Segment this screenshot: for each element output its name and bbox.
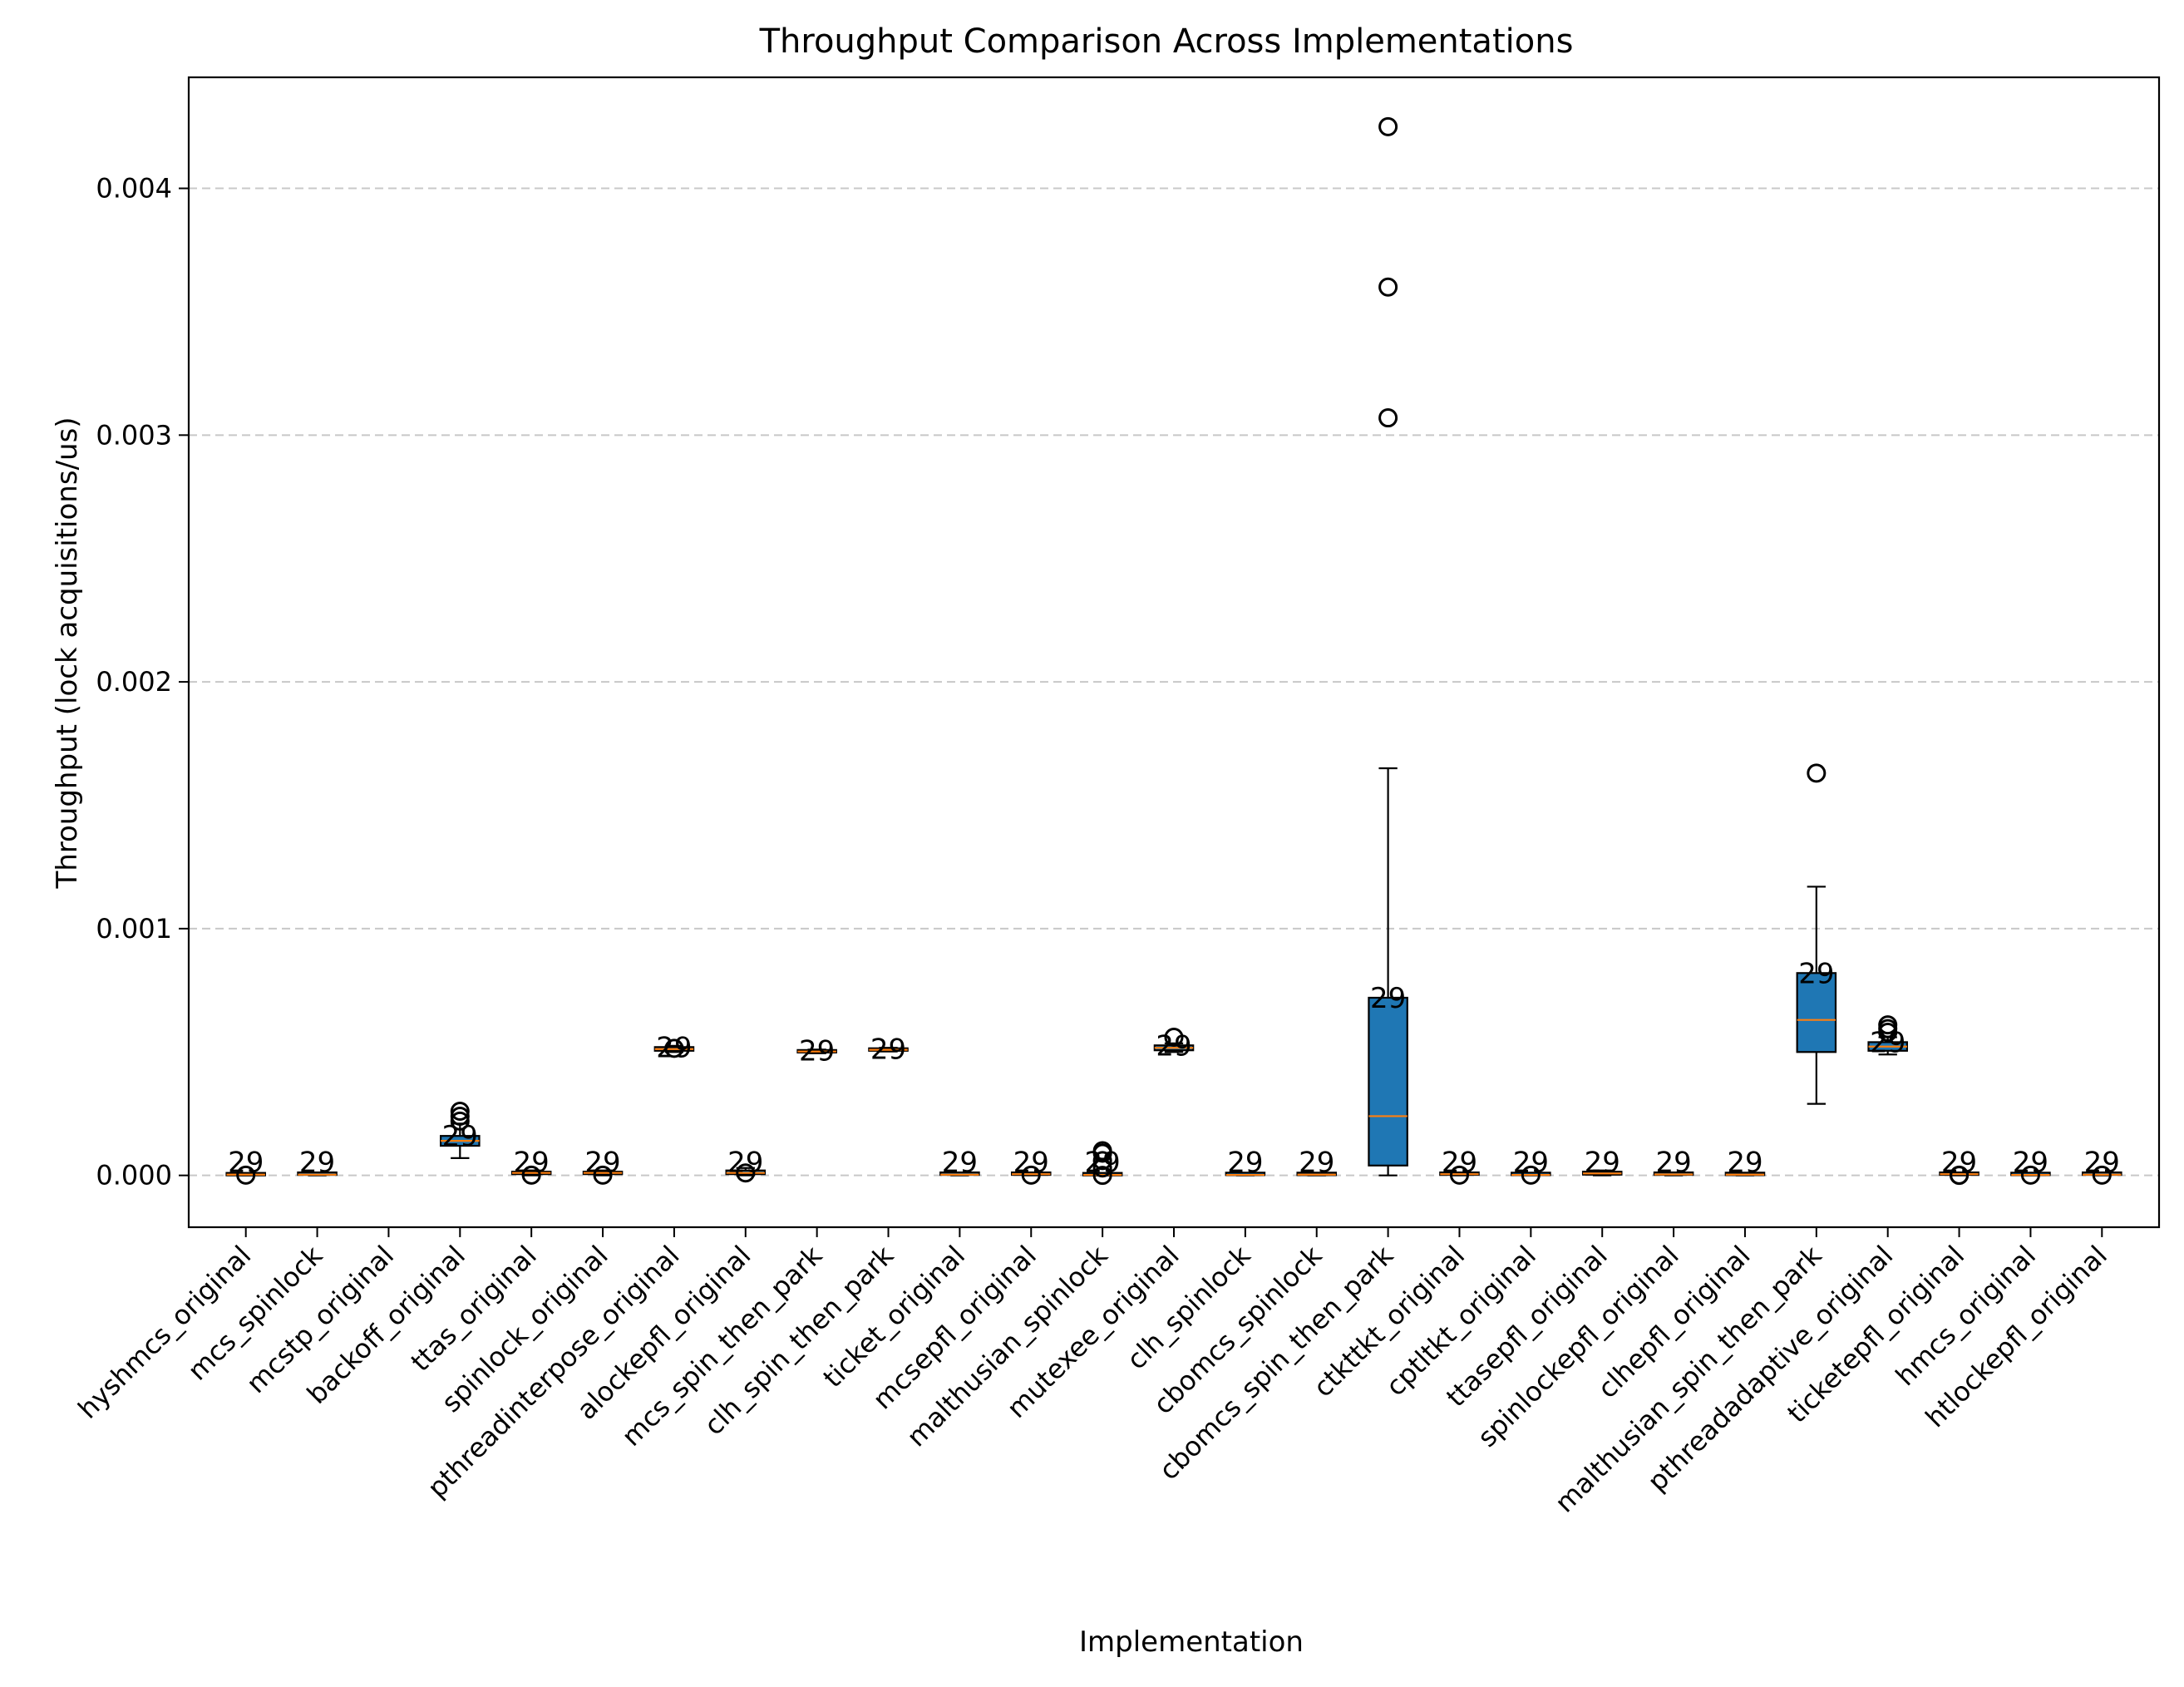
box-mcs_spin_then_park — [796, 1048, 837, 1054]
y-tick-label: 0.004 — [96, 173, 172, 205]
box-plots — [225, 116, 2122, 1186]
y-axis: 0.000 0.001 0.002 0.003 0.004 — [96, 173, 189, 1191]
outlier-point — [1378, 277, 1398, 297]
outlier-point — [1950, 1165, 1970, 1185]
gridlines — [189, 187, 2159, 1176]
outlier-point — [1092, 1151, 1112, 1171]
y-tick-label: 0.003 — [96, 419, 172, 451]
box-pthreadinterpose_original — [653, 1038, 695, 1058]
count-label: 29 — [584, 1147, 620, 1180]
count-label: 29 — [1084, 1147, 1120, 1180]
count-label: 29 — [1941, 1147, 1977, 1180]
count-label: 29 — [514, 1147, 550, 1180]
count-label: 29 — [942, 1147, 978, 1180]
count-label: 29 — [442, 1120, 478, 1153]
box-ticket_original — [939, 1171, 980, 1176]
outlier-point — [450, 1111, 470, 1131]
y-tick-label: 0.001 — [96, 913, 172, 945]
outlier-point — [1878, 1015, 1898, 1035]
count-label: 29 — [799, 1035, 835, 1068]
count-label: 29 — [1727, 1147, 1762, 1180]
outlier-point — [593, 1165, 613, 1185]
count-label: 29 — [727, 1147, 763, 1180]
count-label: 29 — [299, 1147, 335, 1180]
box-spinlockepfl_original — [1653, 1171, 1694, 1176]
box-malthusian_spinlock — [1082, 1141, 1123, 1186]
outlier-point — [1092, 1166, 1112, 1186]
count-label: 29 — [1655, 1147, 1691, 1180]
count-label: 29 — [1798, 957, 1834, 990]
box-clh_spinlock — [1225, 1172, 1266, 1176]
box-pthreadadaptive_original — [1867, 1015, 1908, 1056]
outlier-point — [1092, 1141, 1112, 1161]
box-alockepfl_original — [725, 1163, 767, 1183]
outlier-point — [1807, 763, 1827, 783]
box-cbomcs_spinlock — [1296, 1172, 1338, 1176]
outlier-point — [664, 1038, 684, 1058]
box-htlockepfl_original — [2082, 1165, 2122, 1185]
count-label: 29 — [1513, 1147, 1549, 1180]
box-ticketepfl_original — [1939, 1165, 1979, 1186]
box-iqr — [1796, 972, 1837, 1053]
count-label: 29 — [1370, 982, 1406, 1015]
count-label: 29 — [1870, 1026, 1905, 1059]
outlier-point — [1378, 408, 1398, 428]
outlier-point — [450, 1102, 470, 1122]
box-mutexee_original — [1153, 1027, 1195, 1053]
box-cbomcs_spin_then_park — [1368, 116, 1408, 1176]
outlier-point — [521, 1165, 541, 1185]
box-iqr — [1368, 996, 1408, 1167]
box-backoff_original — [440, 1102, 481, 1160]
count-label: 29 — [1299, 1147, 1334, 1180]
count-label: 29 — [2013, 1147, 2048, 1180]
outlier-point — [1449, 1165, 1469, 1185]
y-tick-label: 0.000 — [96, 1160, 172, 1191]
chart-title: Throughput Comparison Across Implementat… — [759, 22, 1574, 61]
count-label: 29 — [1227, 1147, 1263, 1180]
box-cptltkt_original — [1511, 1165, 1551, 1185]
outlier-point — [450, 1106, 470, 1126]
box-ttas_original — [510, 1165, 552, 1185]
outlier-point — [1164, 1027, 1184, 1047]
count-label: 29 — [1156, 1029, 1191, 1063]
outlier-point — [1521, 1165, 1541, 1185]
box-clhepfl_original — [1724, 1172, 1766, 1176]
x-axis-label: Implementation — [1079, 1625, 1304, 1659]
box-mcs_spinlock — [297, 1171, 338, 1176]
outlier-point — [2020, 1165, 2040, 1185]
count-label: 29 — [2084, 1147, 2120, 1180]
box-ctkttkt_original — [1439, 1165, 1480, 1185]
box-mcsepfl_original — [1010, 1165, 1052, 1185]
count-label: 29 — [228, 1147, 264, 1180]
y-tick-label: 0.002 — [96, 666, 172, 698]
outlier-point — [1021, 1165, 1041, 1185]
outlier-point — [1378, 116, 1398, 136]
count-label: 29 — [1585, 1147, 1620, 1180]
y-axis-label: Throughput (lock acquisitions/us) — [51, 417, 84, 889]
count-label: 29 — [656, 1031, 692, 1064]
outlier-point — [236, 1165, 256, 1185]
box-malthusian_spin_then_park — [1796, 763, 1837, 1105]
count-label: 29 — [1442, 1147, 1477, 1180]
box-spinlock_original — [582, 1165, 624, 1185]
count-labels: 29 29 29 29 29 29 29 29 29 29 29 29 29 29 29 29 29 29 29 29… — [228, 957, 2120, 1179]
outlier-point — [2092, 1165, 2112, 1185]
box-hyshmcs_original — [225, 1165, 266, 1185]
count-label: 29 — [870, 1033, 906, 1066]
box-hmcs_original — [2010, 1165, 2051, 1185]
outlier-point — [736, 1163, 756, 1183]
count-label: 29 — [1013, 1147, 1049, 1180]
box-clh_spin_then_park — [868, 1047, 909, 1053]
box-ttasepfl_original — [1581, 1169, 1623, 1176]
